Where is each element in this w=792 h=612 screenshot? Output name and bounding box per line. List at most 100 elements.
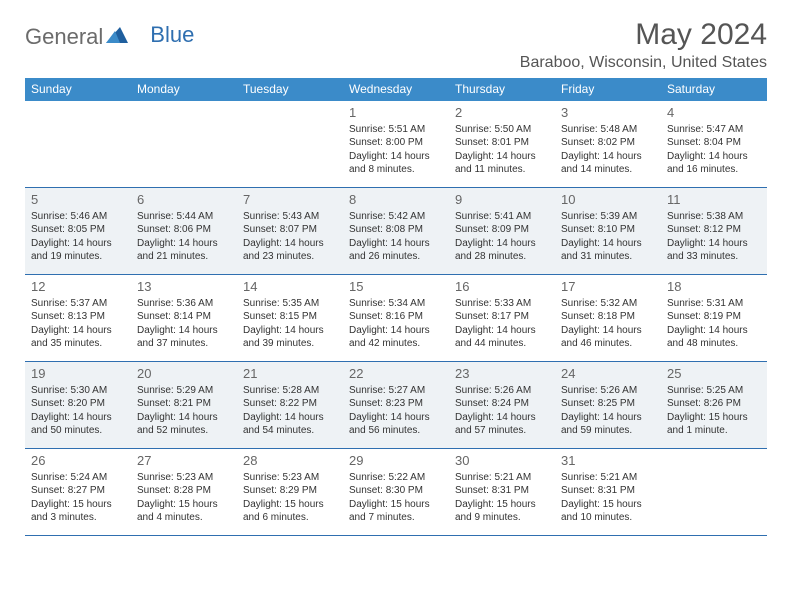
- day-info-line: Sunset: 8:13 PM: [31, 310, 125, 324]
- day-info-line: Sunset: 8:19 PM: [667, 310, 761, 324]
- day-info-line: and 42 minutes.: [349, 337, 443, 351]
- calendar-day-cell: [131, 101, 237, 187]
- day-number: 16: [455, 278, 549, 296]
- day-number: 4: [667, 104, 761, 122]
- calendar-week-row: 26Sunrise: 5:24 AMSunset: 8:27 PMDayligh…: [25, 449, 767, 536]
- day-number: 15: [349, 278, 443, 296]
- day-number: 27: [137, 452, 231, 470]
- day-info-line: Sunset: 8:24 PM: [455, 397, 549, 411]
- day-info-line: Sunrise: 5:27 AM: [349, 384, 443, 398]
- day-info-line: Daylight: 14 hours: [561, 411, 655, 425]
- day-info-line: Daylight: 14 hours: [137, 411, 231, 425]
- day-info-line: Daylight: 14 hours: [243, 411, 337, 425]
- day-info-line: Daylight: 14 hours: [349, 150, 443, 164]
- calendar-day-cell: 21Sunrise: 5:28 AMSunset: 8:22 PMDayligh…: [237, 362, 343, 448]
- day-info-line: and 7 minutes.: [349, 511, 443, 525]
- calendar-day-cell: 26Sunrise: 5:24 AMSunset: 8:27 PMDayligh…: [25, 449, 131, 535]
- calendar-day-cell: 29Sunrise: 5:22 AMSunset: 8:30 PMDayligh…: [343, 449, 449, 535]
- calendar-day-cell: 10Sunrise: 5:39 AMSunset: 8:10 PMDayligh…: [555, 188, 661, 274]
- day-info-line: Sunrise: 5:44 AM: [137, 210, 231, 224]
- day-info-line: Daylight: 14 hours: [667, 237, 761, 251]
- day-number: 9: [455, 191, 549, 209]
- day-info-line: Sunset: 8:02 PM: [561, 136, 655, 150]
- day-info-line: Sunrise: 5:21 AM: [455, 471, 549, 485]
- day-info-line: Sunset: 8:18 PM: [561, 310, 655, 324]
- day-info-line: Sunset: 8:06 PM: [137, 223, 231, 237]
- day-number: 29: [349, 452, 443, 470]
- day-info-line: Sunset: 8:08 PM: [349, 223, 443, 237]
- day-number: 30: [455, 452, 549, 470]
- day-info-line: Sunrise: 5:50 AM: [455, 123, 549, 137]
- day-info-line: and 21 minutes.: [137, 250, 231, 264]
- day-info-line: and 33 minutes.: [667, 250, 761, 264]
- calendar-day-cell: 14Sunrise: 5:35 AMSunset: 8:15 PMDayligh…: [237, 275, 343, 361]
- day-info-line: Sunrise: 5:23 AM: [137, 471, 231, 485]
- day-info-line: Daylight: 14 hours: [667, 150, 761, 164]
- day-info-line: Sunrise: 5:34 AM: [349, 297, 443, 311]
- calendar-day-cell: 13Sunrise: 5:36 AMSunset: 8:14 PMDayligh…: [131, 275, 237, 361]
- day-info-line: and 11 minutes.: [455, 163, 549, 177]
- calendar-day-cell: 2Sunrise: 5:50 AMSunset: 8:01 PMDaylight…: [449, 101, 555, 187]
- day-info-line: and 35 minutes.: [31, 337, 125, 351]
- day-number: 14: [243, 278, 337, 296]
- day-info-line: Sunset: 8:01 PM: [455, 136, 549, 150]
- day-info-line: and 46 minutes.: [561, 337, 655, 351]
- day-info-line: Sunrise: 5:37 AM: [31, 297, 125, 311]
- day-info-line: Sunrise: 5:30 AM: [31, 384, 125, 398]
- day-info-line: Sunset: 8:27 PM: [31, 484, 125, 498]
- day-info-line: Daylight: 14 hours: [31, 324, 125, 338]
- day-info-line: Sunset: 8:15 PM: [243, 310, 337, 324]
- day-number: 7: [243, 191, 337, 209]
- calendar-day-cell: 18Sunrise: 5:31 AMSunset: 8:19 PMDayligh…: [661, 275, 767, 361]
- day-number: 23: [455, 365, 549, 383]
- day-info-line: and 54 minutes.: [243, 424, 337, 438]
- day-info-line: Daylight: 14 hours: [561, 150, 655, 164]
- day-info-line: Sunset: 8:09 PM: [455, 223, 549, 237]
- calendar-week-row: 1Sunrise: 5:51 AMSunset: 8:00 PMDaylight…: [25, 101, 767, 188]
- day-info-line: Daylight: 14 hours: [243, 237, 337, 251]
- day-number: 13: [137, 278, 231, 296]
- weekday-header-cell: Friday: [555, 78, 661, 101]
- calendar-day-cell: 8Sunrise: 5:42 AMSunset: 8:08 PMDaylight…: [343, 188, 449, 274]
- day-info-line: Daylight: 14 hours: [31, 237, 125, 251]
- day-info-line: and 19 minutes.: [31, 250, 125, 264]
- day-number: 2: [455, 104, 549, 122]
- day-info-line: Daylight: 15 hours: [455, 498, 549, 512]
- day-info-line: and 4 minutes.: [137, 511, 231, 525]
- day-info-line: Sunset: 8:26 PM: [667, 397, 761, 411]
- calendar-day-cell: [237, 101, 343, 187]
- calendar-day-cell: 1Sunrise: 5:51 AMSunset: 8:00 PMDaylight…: [343, 101, 449, 187]
- day-number: 5: [31, 191, 125, 209]
- day-info-line: and 52 minutes.: [137, 424, 231, 438]
- calendar-day-cell: 9Sunrise: 5:41 AMSunset: 8:09 PMDaylight…: [449, 188, 555, 274]
- day-number: 26: [31, 452, 125, 470]
- day-info-line: Sunrise: 5:21 AM: [561, 471, 655, 485]
- day-info-line: Sunset: 8:05 PM: [31, 223, 125, 237]
- brand-word-2: Blue: [150, 22, 194, 48]
- day-info-line: Sunrise: 5:42 AM: [349, 210, 443, 224]
- day-number: 3: [561, 104, 655, 122]
- day-number: 11: [667, 191, 761, 209]
- calendar-day-cell: 4Sunrise: 5:47 AMSunset: 8:04 PMDaylight…: [661, 101, 767, 187]
- calendar-week-row: 12Sunrise: 5:37 AMSunset: 8:13 PMDayligh…: [25, 275, 767, 362]
- day-info-line: Daylight: 14 hours: [31, 411, 125, 425]
- day-info-line: Daylight: 15 hours: [349, 498, 443, 512]
- day-number: 24: [561, 365, 655, 383]
- day-info-line: and 8 minutes.: [349, 163, 443, 177]
- day-info-line: Daylight: 14 hours: [455, 150, 549, 164]
- calendar-day-cell: 12Sunrise: 5:37 AMSunset: 8:13 PMDayligh…: [25, 275, 131, 361]
- day-info-line: and 6 minutes.: [243, 511, 337, 525]
- calendar-week-row: 5Sunrise: 5:46 AMSunset: 8:05 PMDaylight…: [25, 188, 767, 275]
- day-info-line: Daylight: 15 hours: [137, 498, 231, 512]
- day-info-line: Daylight: 14 hours: [561, 324, 655, 338]
- day-info-line: Sunrise: 5:33 AM: [455, 297, 549, 311]
- day-number: 22: [349, 365, 443, 383]
- weekday-header-cell: Wednesday: [343, 78, 449, 101]
- calendar-day-cell: 15Sunrise: 5:34 AMSunset: 8:16 PMDayligh…: [343, 275, 449, 361]
- day-info-line: Sunrise: 5:47 AM: [667, 123, 761, 137]
- day-number: 17: [561, 278, 655, 296]
- day-info-line: Daylight: 14 hours: [137, 324, 231, 338]
- day-info-line: Sunset: 8:20 PM: [31, 397, 125, 411]
- day-info-line: Daylight: 14 hours: [243, 324, 337, 338]
- calendar-day-cell: 20Sunrise: 5:29 AMSunset: 8:21 PMDayligh…: [131, 362, 237, 448]
